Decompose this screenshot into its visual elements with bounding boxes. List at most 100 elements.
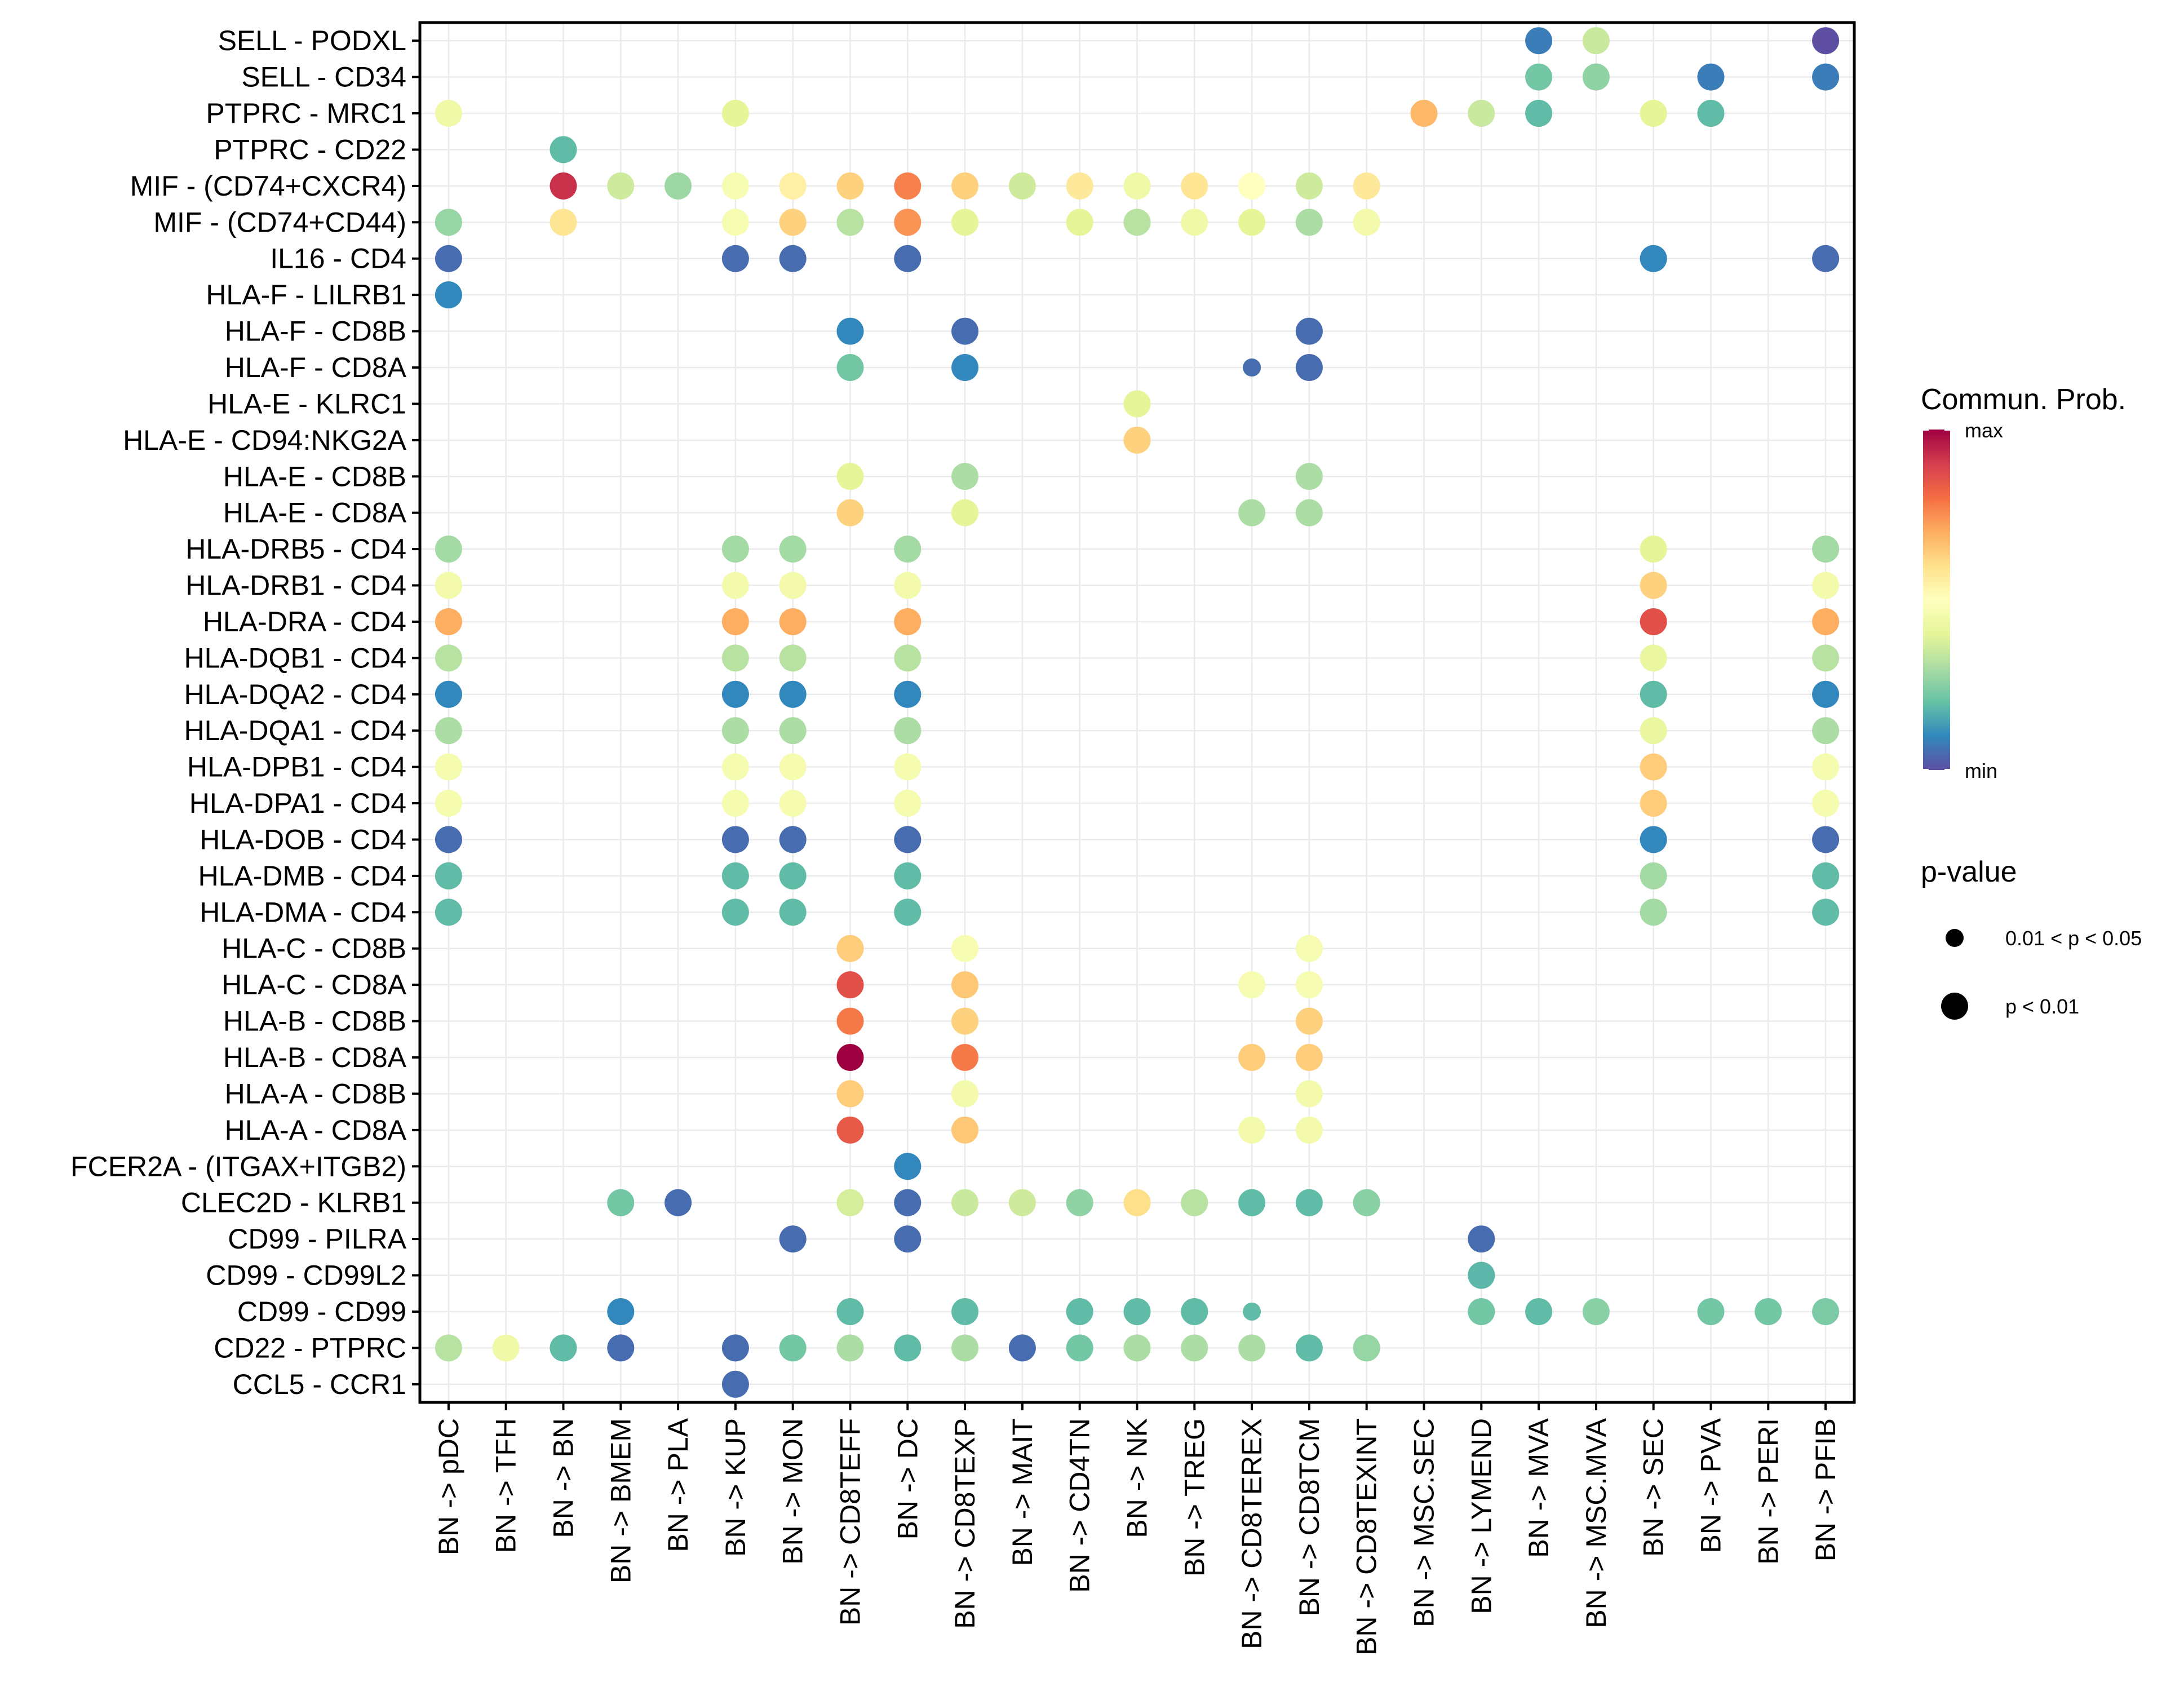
data-point xyxy=(1640,753,1667,781)
data-point xyxy=(1812,862,1840,889)
data-point xyxy=(1640,572,1667,599)
data-point xyxy=(779,172,807,200)
y-axis: SELL - PODXL SELL - CD34 PTPRC - MRC1 PTPRC… xyxy=(70,25,420,1400)
data-point xyxy=(951,1334,979,1362)
data-point xyxy=(435,753,462,781)
data-point xyxy=(1640,100,1667,127)
data-point xyxy=(721,572,749,599)
y-tick-label: HLA-DPB1 - CD4 xyxy=(187,751,406,783)
data-point xyxy=(1295,1007,1323,1035)
data-point xyxy=(951,1044,979,1071)
data-point xyxy=(1181,209,1208,236)
x-tick-label: BN -> pDC xyxy=(433,1418,464,1555)
y-tick-label: HLA-E - CD8A xyxy=(223,497,407,529)
x-tick-label: BN -> TFH xyxy=(490,1418,522,1553)
size-legend-small-dot xyxy=(1946,929,1964,947)
data-point xyxy=(1181,1189,1208,1216)
color-legend-min: min xyxy=(1965,759,1997,782)
data-point xyxy=(1066,172,1093,200)
data-point xyxy=(1066,1298,1093,1325)
data-point xyxy=(1812,680,1840,708)
data-point xyxy=(435,281,462,309)
data-point xyxy=(1525,100,1553,127)
data-point xyxy=(550,172,577,200)
data-point xyxy=(779,572,807,599)
data-point xyxy=(1640,680,1667,708)
y-tick-label: HLA-E - KLRC1 xyxy=(207,388,406,419)
y-tick-label: HLA-DMA - CD4 xyxy=(200,896,406,928)
data-point xyxy=(951,935,979,962)
data-point xyxy=(836,1116,864,1144)
data-point xyxy=(894,753,922,781)
data-point xyxy=(836,1080,864,1108)
data-point xyxy=(779,790,807,817)
data-point xyxy=(779,680,807,708)
y-tick-label: CD99 - CD99L2 xyxy=(206,1260,406,1291)
data-point xyxy=(1123,1189,1151,1216)
data-point xyxy=(1640,608,1667,635)
data-point xyxy=(1640,245,1667,272)
y-tick-label: HLA-E - CD8B xyxy=(223,461,406,492)
data-point xyxy=(951,1298,979,1325)
y-tick-label: HLA-B - CD8A xyxy=(223,1042,407,1073)
data-point xyxy=(1243,358,1261,377)
data-point xyxy=(1238,172,1266,200)
data-point xyxy=(836,172,864,200)
data-point xyxy=(435,644,462,672)
y-tick-label: SELL - CD34 xyxy=(241,61,406,93)
x-tick-label: BN -> CD8TEXINT xyxy=(1351,1418,1383,1655)
data-point xyxy=(721,535,749,563)
data-point xyxy=(721,172,749,200)
y-tick-label: MIF - (CD74+CXCR4) xyxy=(130,170,406,202)
x-tick-label: BN -> MVA xyxy=(1523,1418,1554,1557)
data-point xyxy=(1640,535,1667,563)
data-point xyxy=(1353,209,1380,236)
data-point xyxy=(894,572,922,599)
y-tick-label: HLA-DOB - CD4 xyxy=(200,824,406,855)
data-point xyxy=(1640,644,1667,672)
data-point xyxy=(779,209,807,236)
y-tick-label: HLA-E - CD94:NKG2A xyxy=(123,424,407,456)
data-point xyxy=(894,209,922,236)
y-tick-label: HLA-DRB1 - CD4 xyxy=(185,570,406,601)
x-tick-label: BN -> TREG xyxy=(1179,1418,1210,1577)
legend: Commun. Prob. max min p-value 0.01 < p <… xyxy=(1921,383,2142,1020)
data-point xyxy=(1238,1334,1266,1362)
data-point xyxy=(1295,172,1323,200)
x-tick-label: BN -> LYMEND xyxy=(1465,1418,1497,1614)
data-point xyxy=(1238,1189,1266,1216)
data-point xyxy=(1812,644,1840,672)
data-point xyxy=(1008,1189,1036,1216)
x-tick-label: BN -> BN xyxy=(548,1418,579,1538)
data-point xyxy=(1295,354,1323,381)
data-point xyxy=(1812,717,1840,745)
y-tick-label: HLA-F - CD8A xyxy=(225,352,407,383)
y-tick-label: HLA-C - CD8A xyxy=(221,969,406,1001)
data-point xyxy=(492,1334,520,1362)
data-point xyxy=(607,1189,635,1216)
data-point xyxy=(836,463,864,490)
data-point xyxy=(1640,826,1667,853)
data-point xyxy=(951,1116,979,1144)
data-point xyxy=(894,172,922,200)
data-point xyxy=(836,935,864,962)
data-point xyxy=(1812,1298,1840,1325)
data-point xyxy=(836,1044,864,1071)
data-point xyxy=(1123,426,1151,454)
data-point xyxy=(435,790,462,817)
data-point xyxy=(894,535,922,563)
data-point xyxy=(1123,1334,1151,1362)
y-tick-label: HLA-DPA1 - CD4 xyxy=(189,787,406,819)
data-point xyxy=(1353,172,1380,200)
data-point xyxy=(779,644,807,672)
data-point xyxy=(779,608,807,635)
data-point xyxy=(721,608,749,635)
data-point xyxy=(721,245,749,272)
data-point xyxy=(1295,1080,1323,1108)
data-point xyxy=(721,100,749,127)
x-tick-label: BN -> SEC xyxy=(1638,1418,1669,1557)
data-point xyxy=(435,572,462,599)
data-point xyxy=(836,1007,864,1035)
data-point xyxy=(1295,209,1323,236)
